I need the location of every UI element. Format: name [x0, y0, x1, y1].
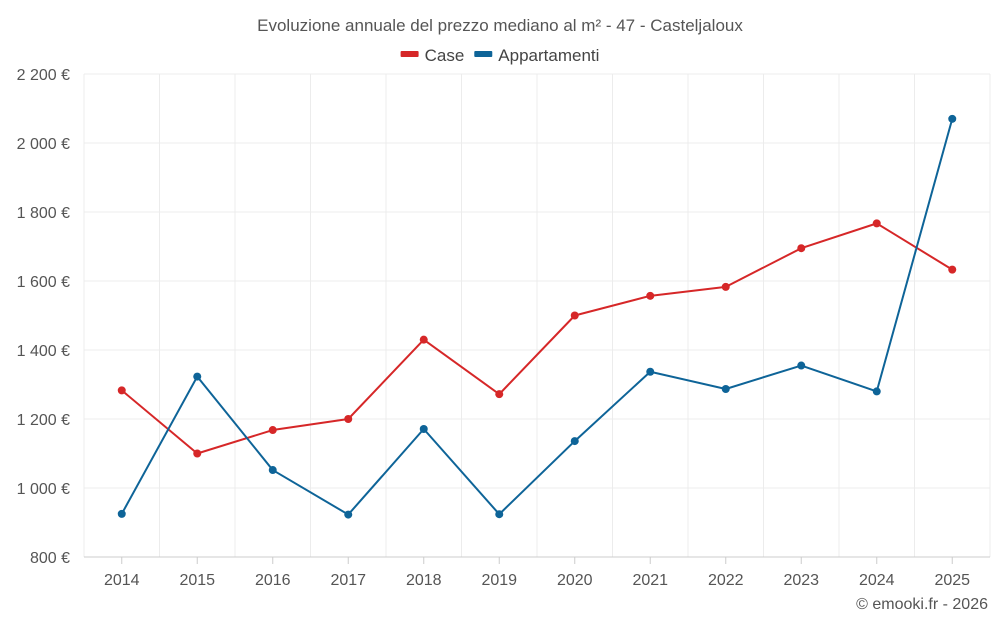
y-tick-label: 1 600 € [17, 274, 70, 291]
data-point[interactable] [193, 449, 202, 458]
data-point[interactable] [797, 244, 806, 253]
data-point[interactable] [646, 367, 655, 376]
series-line [120, 118, 954, 516]
data-point[interactable] [646, 291, 655, 300]
data-point[interactable] [495, 510, 504, 519]
x-tick-label: 2024 [859, 572, 895, 589]
x-tick-label: 2020 [557, 572, 593, 589]
data-point[interactable] [570, 311, 579, 320]
y-tick-label: 2 200 € [17, 67, 70, 84]
axes: 800 € 1 000 € 1 200 € 1 400 € 1 600 € 1 800 €… [17, 67, 990, 589]
data-point[interactable] [948, 114, 957, 123]
grid [83, 73, 991, 557]
data-point[interactable] [268, 426, 277, 435]
data-point[interactable] [495, 390, 504, 399]
series [117, 114, 957, 519]
data-point[interactable] [948, 265, 957, 274]
legend-label[interactable]: Case [425, 46, 465, 65]
legend-label[interactable]: Appartamenti [498, 46, 599, 65]
data-point[interactable] [193, 372, 202, 381]
x-tick-label: 2021 [632, 572, 668, 589]
x-tick-label: 2019 [481, 572, 517, 589]
legend: Case Appartamenti [400, 46, 599, 65]
data-point[interactable] [419, 425, 428, 434]
x-tick-label: 2022 [708, 572, 744, 589]
data-point[interactable] [872, 387, 881, 396]
chart-title: Evoluzione annuale del prezzo mediano al… [257, 16, 743, 35]
data-point[interactable] [268, 466, 277, 475]
y-tick-label: 1 400 € [17, 343, 70, 360]
data-point[interactable] [872, 219, 881, 228]
y-tick-label: 1 200 € [17, 412, 70, 429]
legend-swatch [400, 51, 419, 57]
data-point[interactable] [721, 384, 730, 393]
data-point[interactable] [344, 415, 353, 423]
y-tick-label: 800 € [30, 550, 70, 567]
x-tick-label: 2023 [783, 572, 819, 589]
data-point[interactable] [721, 282, 730, 291]
y-tick-label: 1 000 € [17, 481, 70, 498]
data-point[interactable] [419, 335, 428, 344]
x-tick-label: 2016 [255, 572, 291, 589]
data-point[interactable] [797, 361, 806, 370]
data-point[interactable] [117, 386, 126, 395]
data-point[interactable] [570, 437, 579, 446]
series-appartamenti [117, 114, 957, 519]
credit-text: © emooki.fr - 2026 [856, 596, 988, 613]
data-point[interactable] [117, 509, 126, 518]
series-case [117, 219, 957, 458]
x-tick-label: 2015 [179, 572, 215, 589]
x-tick-label: 2018 [406, 572, 442, 589]
data-point[interactable] [344, 510, 353, 519]
x-tick-label: 2017 [330, 572, 366, 589]
legend-swatch [474, 51, 493, 57]
y-tick-label: 2 000 € [17, 136, 70, 153]
series-line [121, 222, 953, 455]
x-tick-label: 2025 [934, 572, 970, 589]
y-tick-label: 1 800 € [17, 205, 70, 222]
x-tick-label: 2014 [104, 572, 140, 589]
